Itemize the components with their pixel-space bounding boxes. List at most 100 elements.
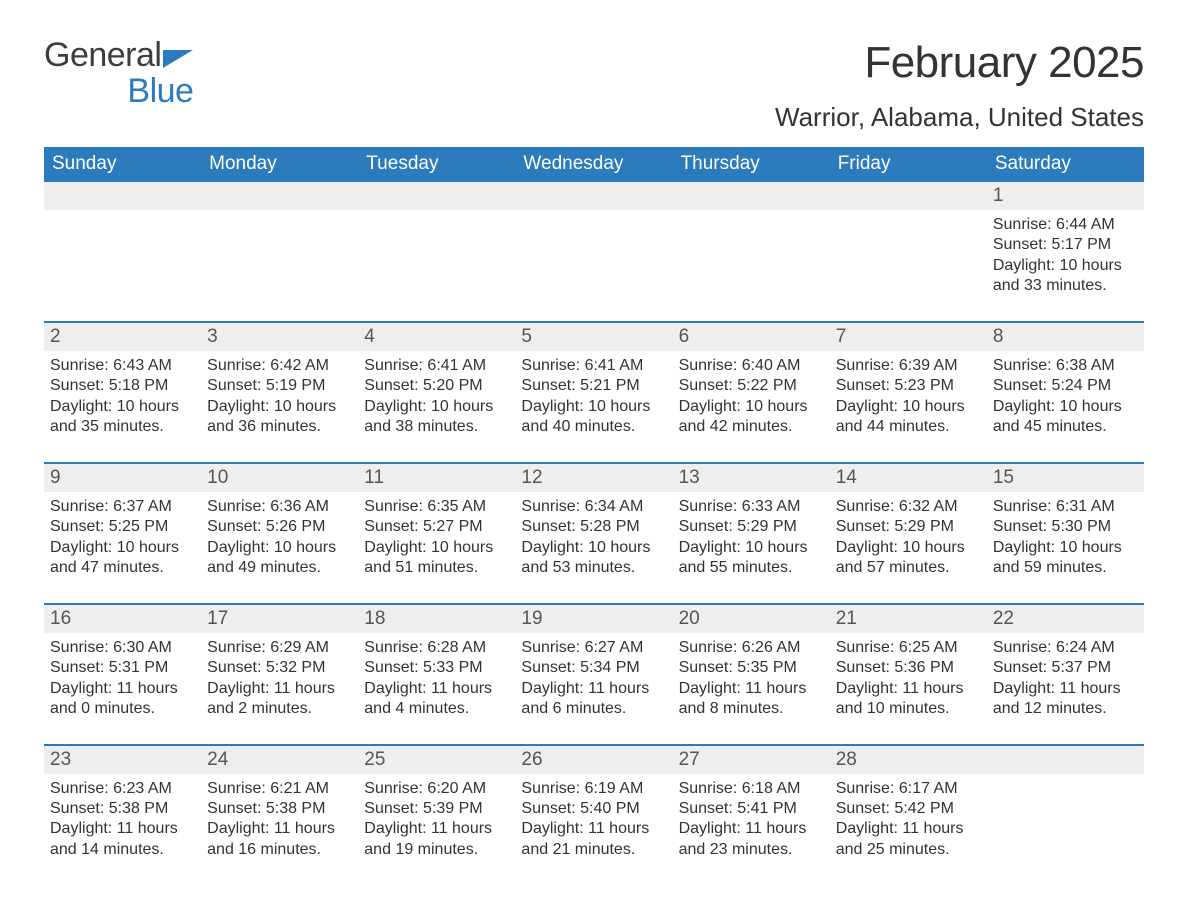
- day-number: 2: [44, 323, 201, 351]
- daylight-text: Daylight: 10 hours and 42 minutes.: [679, 397, 824, 438]
- sunrise-text: Sunrise: 6:24 AM: [993, 638, 1138, 658]
- daylight-text: Daylight: 11 hours and 8 minutes.: [679, 679, 824, 720]
- day-cell: Sunrise: 6:43 AMSunset: 5:18 PMDaylight:…: [44, 351, 201, 462]
- day-cell: [515, 210, 672, 321]
- sunset-text: Sunset: 5:27 PM: [364, 517, 509, 537]
- day-cell: Sunrise: 6:27 AMSunset: 5:34 PMDaylight:…: [515, 633, 672, 744]
- week-body-row: Sunrise: 6:23 AMSunset: 5:38 PMDaylight:…: [44, 774, 1144, 885]
- day-cell: Sunrise: 6:35 AMSunset: 5:27 PMDaylight:…: [358, 492, 515, 603]
- sunset-text: Sunset: 5:34 PM: [521, 658, 666, 678]
- sunset-text: Sunset: 5:18 PM: [50, 376, 195, 396]
- sunset-text: Sunset: 5:36 PM: [836, 658, 981, 678]
- day-cell: Sunrise: 6:23 AMSunset: 5:38 PMDaylight:…: [44, 774, 201, 885]
- sunset-text: Sunset: 5:39 PM: [364, 799, 509, 819]
- daynum-row: 16171819202122: [44, 605, 1144, 633]
- day-cell: Sunrise: 6:26 AMSunset: 5:35 PMDaylight:…: [673, 633, 830, 744]
- daylight-text: Daylight: 10 hours and 49 minutes.: [207, 538, 352, 579]
- day-cell: Sunrise: 6:40 AMSunset: 5:22 PMDaylight:…: [673, 351, 830, 462]
- logo-blue-text: Blue: [127, 72, 193, 110]
- daylight-text: Daylight: 11 hours and 2 minutes.: [207, 679, 352, 720]
- sunset-text: Sunset: 5:40 PM: [521, 799, 666, 819]
- daylight-text: Daylight: 10 hours and 44 minutes.: [836, 397, 981, 438]
- location: Warrior, Alabama, United States: [775, 102, 1144, 133]
- sunset-text: Sunset: 5:33 PM: [364, 658, 509, 678]
- daylight-text: Daylight: 10 hours and 51 minutes.: [364, 538, 509, 579]
- day-number: 9: [44, 464, 201, 492]
- day-number: 16: [44, 605, 201, 633]
- week-row: 2345678Sunrise: 6:43 AMSunset: 5:18 PMDa…: [44, 321, 1144, 462]
- daylight-text: Daylight: 11 hours and 21 minutes.: [521, 819, 666, 860]
- daylight-text: Daylight: 10 hours and 38 minutes.: [364, 397, 509, 438]
- day-number: [358, 182, 515, 210]
- sunrise-text: Sunrise: 6:43 AM: [50, 356, 195, 376]
- day-cell: Sunrise: 6:41 AMSunset: 5:20 PMDaylight:…: [358, 351, 515, 462]
- sunrise-text: Sunrise: 6:20 AM: [364, 779, 509, 799]
- day-number: 11: [358, 464, 515, 492]
- sunset-text: Sunset: 5:21 PM: [521, 376, 666, 396]
- daylight-text: Daylight: 11 hours and 25 minutes.: [836, 819, 981, 860]
- dow-header-row: Sunday Monday Tuesday Wednesday Thursday…: [44, 147, 1144, 182]
- day-cell: Sunrise: 6:31 AMSunset: 5:30 PMDaylight:…: [987, 492, 1144, 603]
- sunrise-text: Sunrise: 6:33 AM: [679, 497, 824, 517]
- week-row: 1Sunrise: 6:44 AMSunset: 5:17 PMDaylight…: [44, 182, 1144, 321]
- logo-general-text: General: [44, 38, 161, 72]
- sunrise-text: Sunrise: 6:37 AM: [50, 497, 195, 517]
- sunrise-text: Sunrise: 6:31 AM: [993, 497, 1138, 517]
- sunrise-text: Sunrise: 6:26 AM: [679, 638, 824, 658]
- week-body-row: Sunrise: 6:43 AMSunset: 5:18 PM Daylight:…: [44, 351, 1144, 462]
- week-row: 9101112131415Sunrise: 6:37 AMSunset: 5:2…: [44, 462, 1144, 603]
- daylight-text: Daylight: 11 hours and 16 minutes.: [207, 819, 352, 860]
- weeks-container: 1Sunrise: 6:44 AMSunset: 5:17 PMDaylight…: [44, 182, 1144, 884]
- day-cell: [987, 774, 1144, 885]
- week-body-row: Sunrise: 6:30 AMSunset: 5:31 PMDaylight:…: [44, 633, 1144, 744]
- day-cell: Sunrise: 6:36 AMSunset: 5:26 PMDaylight:…: [201, 492, 358, 603]
- day-number: 25: [358, 746, 515, 774]
- day-cell: [201, 210, 358, 321]
- daylight-text: Daylight: 10 hours and 40 minutes.: [521, 397, 666, 438]
- day-cell: [830, 210, 987, 321]
- daylight-text: Daylight: 10 hours and 47 minutes.: [50, 538, 195, 579]
- sunset-text: Sunset: 5:22 PM: [679, 376, 824, 396]
- day-cell: Sunrise: 6:18 AMSunset: 5:41 PMDaylight:…: [673, 774, 830, 885]
- day-number: 27: [673, 746, 830, 774]
- sunrise-text: Sunrise: 6:35 AM: [364, 497, 509, 517]
- sunrise-text: Sunrise: 6:41 AM: [521, 356, 666, 376]
- sunrise-text: Sunrise: 6:17 AM: [836, 779, 981, 799]
- day-cell: Sunrise: 6:38 AMSunset: 5:24 PMDaylight:…: [987, 351, 1144, 462]
- day-number: [44, 182, 201, 210]
- dow-thursday: Thursday: [673, 147, 830, 182]
- sunset-text: Sunset: 5:42 PM: [836, 799, 981, 819]
- day-cell: Sunrise: 6:30 AMSunset: 5:31 PMDaylight:…: [44, 633, 201, 744]
- daylight-text: Daylight: 10 hours and 59 minutes.: [993, 538, 1138, 579]
- daylight-text: Daylight: 11 hours and 19 minutes.: [364, 819, 509, 860]
- day-number: 28: [830, 746, 987, 774]
- sunset-text: Sunset: 5:23 PM: [836, 376, 981, 396]
- daynum-row: 9101112131415: [44, 464, 1144, 492]
- daylight-text: Daylight: 11 hours and 6 minutes.: [521, 679, 666, 720]
- day-cell: Sunrise: 6:21 AMSunset: 5:38 PMDaylight:…: [201, 774, 358, 885]
- daylight-text: Daylight: 10 hours and 55 minutes.: [679, 538, 824, 579]
- sunrise-text: Sunrise: 6:38 AM: [993, 356, 1138, 376]
- sunset-text: Sunset: 5:19 PM: [207, 376, 352, 396]
- day-number: 10: [201, 464, 358, 492]
- dow-tuesday: Tuesday: [358, 147, 515, 182]
- daylight-text: Daylight: 11 hours and 4 minutes.: [364, 679, 509, 720]
- sunset-text: Sunset: 5:20 PM: [364, 376, 509, 396]
- day-cell: Sunrise: 6:44 AMSunset: 5:17 PMDaylight:…: [987, 210, 1144, 321]
- week-body-row: Sunrise: 6:44 AMSunset: 5:17 PMDaylight:…: [44, 210, 1144, 321]
- week-row: 16171819202122Sunrise: 6:30 AMSunset: 5:…: [44, 603, 1144, 744]
- sunset-text: Sunset: 5:28 PM: [521, 517, 666, 537]
- daylight-text: Daylight: 10 hours and 45 minutes.: [993, 397, 1138, 438]
- day-cell: Sunrise: 6:37 AMSunset: 5:25 PMDaylight:…: [44, 492, 201, 603]
- dow-wednesday: Wednesday: [515, 147, 672, 182]
- day-cell: [358, 210, 515, 321]
- dow-monday: Monday: [201, 147, 358, 182]
- day-number: 17: [201, 605, 358, 633]
- day-cell: [44, 210, 201, 321]
- sunset-text: Sunset: 5:37 PM: [993, 658, 1138, 678]
- sunset-text: Sunset: 5:31 PM: [50, 658, 195, 678]
- day-cell: Sunrise: 6:28 AMSunset: 5:33 PMDaylight:…: [358, 633, 515, 744]
- day-number: 21: [830, 605, 987, 633]
- day-number: 6: [673, 323, 830, 351]
- day-number: [830, 182, 987, 210]
